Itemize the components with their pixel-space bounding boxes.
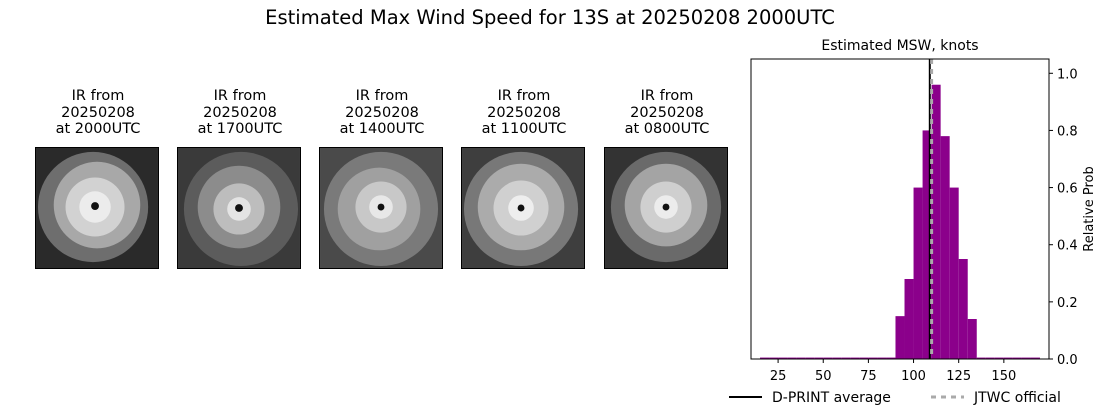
- histogram-bar: [922, 130, 932, 359]
- ir-title-line: at 1700UTC: [197, 121, 283, 137]
- histogram-bar: [904, 279, 914, 359]
- ir-title-line: IR from: [213, 88, 267, 104]
- histogram-bar: [949, 187, 959, 359]
- reference-lines: [928, 59, 934, 359]
- histogram-bar: [868, 357, 878, 359]
- histogram-bar: [976, 357, 986, 359]
- y-axis-ticks: 0.0 0.2 0.4 0.6 0.8 1.0: [1049, 67, 1078, 368]
- ir-title-line: at 2000UTC: [55, 121, 141, 137]
- plot-frame: [750, 58, 1050, 360]
- histogram-bar: [994, 357, 1004, 359]
- x-tick-label: 100: [901, 369, 926, 384]
- histogram-bar: [940, 136, 950, 359]
- ir-panel-1700utc: IR from 20250208 at 1700UTC: [170, 88, 310, 269]
- ir-satellite-image: [319, 147, 443, 269]
- histogram-bar: [823, 357, 833, 359]
- histogram-bar: [850, 357, 860, 359]
- ir-title-line: at 1400UTC: [339, 121, 425, 137]
- legend: D-PRINT average JTWC official: [729, 390, 1061, 406]
- figure-title: Estimated Max Wind Speed for 13S at 2025…: [265, 6, 835, 29]
- ir-title-line: 20250208: [61, 104, 135, 121]
- x-tick-label: 50: [815, 369, 832, 384]
- y-tick-label: 0.2: [1057, 296, 1078, 311]
- chart-title: Estimated MSW, knots: [821, 38, 978, 54]
- ir-title-line: IR from: [497, 88, 551, 104]
- histogram-bar: [760, 357, 770, 359]
- x-axis-ticks: 25 50 75 100 125 150: [770, 359, 1016, 384]
- ir-title-line: 20250208: [345, 104, 419, 121]
- y-tick-label: 0.8: [1057, 124, 1078, 139]
- histogram-bar: [886, 357, 896, 359]
- histogram-bar: [814, 357, 824, 359]
- ir-panel-title: IR from 20250208 at 1700UTC: [170, 88, 310, 138]
- histogram-bar: [913, 187, 923, 359]
- ir-satellite-image: [35, 147, 159, 269]
- y-tick-label: 0.0: [1057, 353, 1078, 368]
- ir-title-line: 20250208: [487, 104, 561, 121]
- legend-jtwc-label: JTWC official: [973, 390, 1061, 406]
- histogram-bar: [805, 357, 815, 359]
- histogram-bar: [1003, 357, 1013, 359]
- ir-satellite-image: [604, 147, 728, 269]
- histogram-bar: [1012, 357, 1022, 359]
- ir-panel-0800utc: IR from 20250208 at 0800UTC: [597, 88, 737, 269]
- histogram-bar: [895, 316, 905, 359]
- y-axis-label: Relative Prob: [1082, 166, 1097, 251]
- histogram-bar: [931, 84, 941, 359]
- ir-title-line: IR from: [355, 88, 409, 104]
- y-tick-label: 0.6: [1057, 182, 1078, 197]
- x-tick-label: 125: [946, 369, 971, 384]
- ir-satellite-image: [461, 147, 585, 269]
- histogram-bar: [1030, 357, 1040, 359]
- ir-title-line: 20250208: [203, 104, 277, 121]
- ir-panel-1100utc: IR from 20250208 at 1100UTC: [454, 88, 594, 269]
- histogram-bar: [796, 357, 806, 359]
- histogram-bar: [967, 319, 977, 359]
- x-tick-label: 25: [770, 369, 787, 384]
- ir-title-line: at 0800UTC: [624, 121, 710, 137]
- histogram-bar: [769, 357, 779, 359]
- ir-panel-title: IR from 20250208 at 2000UTC: [28, 88, 168, 138]
- ir-title-line: IR from: [640, 88, 694, 104]
- histogram-bar: [1021, 357, 1031, 359]
- x-tick-label: 75: [860, 369, 877, 384]
- histogram-bar: [841, 357, 851, 359]
- histogram-bar: [877, 357, 887, 359]
- ir-panel-title: IR from 20250208 at 0800UTC: [597, 88, 737, 138]
- ir-panel-2000utc: IR from 20250208 at 2000UTC: [28, 88, 168, 269]
- histogram-bar: [832, 357, 842, 359]
- ir-panel-title: IR from 20250208 at 1100UTC: [454, 88, 594, 138]
- histogram-bars: [760, 84, 1040, 359]
- histogram-bar: [859, 357, 869, 359]
- histogram-bar: [778, 357, 788, 359]
- y-tick-label: 1.0: [1057, 67, 1078, 82]
- ir-panel-1400utc: IR from 20250208 at 1400UTC: [312, 88, 452, 269]
- histogram-bar: [985, 357, 995, 359]
- y-tick-label: 0.4: [1057, 239, 1078, 254]
- ir-title-line: 20250208: [630, 104, 704, 121]
- histogram-bar: [787, 357, 797, 359]
- histogram-bar: [958, 259, 968, 359]
- legend-dprint-label: D-PRINT average: [772, 390, 891, 406]
- ir-title-line: IR from: [71, 88, 125, 104]
- ir-satellite-image: [177, 147, 301, 269]
- ir-panel-title: IR from 20250208 at 1400UTC: [312, 88, 452, 138]
- x-tick-label: 150: [991, 369, 1016, 384]
- ir-title-line: at 1100UTC: [481, 121, 567, 137]
